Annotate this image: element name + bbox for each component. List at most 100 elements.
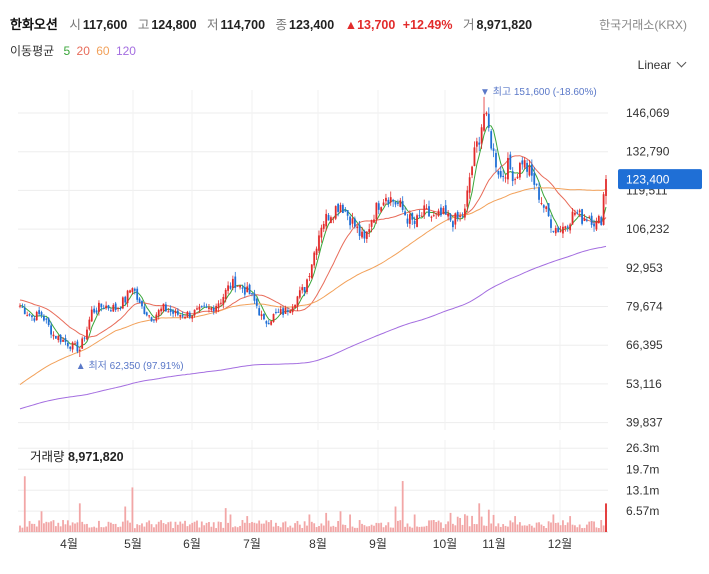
candle-body xyxy=(174,310,177,314)
volume-bar xyxy=(28,521,31,532)
volume-bar xyxy=(521,525,524,532)
volume-bar xyxy=(248,523,251,532)
candle xyxy=(416,213,418,228)
candle-body xyxy=(373,219,375,223)
candle-body xyxy=(284,307,287,314)
volume-bar xyxy=(186,526,189,532)
volume-bar xyxy=(528,524,531,532)
candle xyxy=(19,303,21,309)
candle xyxy=(365,230,368,243)
candle-body xyxy=(557,227,560,233)
candle-body xyxy=(126,290,129,304)
candle-body xyxy=(112,305,115,312)
candle xyxy=(133,287,136,295)
volume-bar xyxy=(585,524,588,532)
candle xyxy=(26,311,29,317)
candle xyxy=(542,204,545,213)
month-tick-label: 8월 xyxy=(309,537,327,551)
volume-bar xyxy=(169,521,172,532)
candle-body xyxy=(38,310,41,315)
candle-body xyxy=(502,175,505,177)
candle xyxy=(507,152,509,185)
candle xyxy=(492,143,495,158)
volume-bar xyxy=(212,522,215,532)
candle-body xyxy=(31,315,33,318)
candle-body xyxy=(107,305,110,309)
volume-bar xyxy=(251,521,253,532)
candle xyxy=(296,295,299,312)
candle-body xyxy=(389,197,392,203)
candle xyxy=(588,215,591,219)
candle-body xyxy=(334,206,337,219)
volume-bar xyxy=(203,525,206,532)
candle xyxy=(270,320,273,326)
candle-body xyxy=(571,211,574,225)
candle-body xyxy=(162,303,165,311)
candle-body xyxy=(332,217,335,219)
candle-body xyxy=(490,131,493,149)
candle xyxy=(538,182,540,204)
candle-body xyxy=(277,311,280,313)
candle xyxy=(258,305,261,316)
candle-body xyxy=(222,296,225,305)
candle xyxy=(224,288,227,303)
candle-body xyxy=(260,314,263,317)
volume-bar xyxy=(313,523,316,532)
candle xyxy=(468,172,471,199)
volume-bar xyxy=(394,506,397,532)
candle xyxy=(420,212,423,217)
candle xyxy=(184,314,186,320)
candle xyxy=(62,337,64,343)
volume-bar xyxy=(272,526,275,532)
candle xyxy=(535,183,538,187)
volume-bar xyxy=(294,523,296,532)
volume-bar xyxy=(428,520,430,532)
candle xyxy=(203,302,206,307)
candle-body xyxy=(298,290,301,298)
candle-body xyxy=(330,217,332,224)
candle-body xyxy=(545,206,548,210)
candle xyxy=(341,203,344,214)
price-tick-label: 106,232 xyxy=(626,222,670,236)
volume-bar xyxy=(315,527,318,532)
candle-body xyxy=(385,197,387,202)
candle-body xyxy=(76,341,79,352)
low-value: 114,700 xyxy=(220,18,266,32)
candle xyxy=(382,199,385,207)
candle-body xyxy=(229,285,232,289)
candle-body xyxy=(69,346,72,349)
candle-body xyxy=(43,315,45,321)
volume-bar xyxy=(165,524,167,532)
price-tick-label: 53,116 xyxy=(626,377,662,391)
candle-body xyxy=(263,313,265,320)
candle xyxy=(236,285,239,287)
candle xyxy=(282,306,285,318)
candle-body xyxy=(399,200,402,207)
volume-bar xyxy=(43,523,45,532)
candle-body xyxy=(430,216,433,218)
scale-dropdown[interactable]: Linear xyxy=(638,57,687,72)
volume-bar xyxy=(119,526,122,532)
volume-bar xyxy=(440,522,442,532)
candle xyxy=(95,307,98,315)
candle-body xyxy=(243,287,246,295)
candle-body xyxy=(478,142,481,145)
candle xyxy=(308,273,311,282)
candle-body xyxy=(215,305,218,312)
candle-body xyxy=(246,286,249,293)
candle xyxy=(59,333,62,345)
candle-body xyxy=(526,162,528,172)
candle xyxy=(325,209,328,232)
candle-body xyxy=(595,220,598,230)
candle-body xyxy=(585,219,588,221)
candle-body xyxy=(105,305,108,309)
candle-body xyxy=(485,112,488,115)
candle-body xyxy=(210,307,213,310)
candle-body xyxy=(523,160,526,168)
candle xyxy=(511,167,514,187)
candle-body xyxy=(26,315,29,317)
volume-bar xyxy=(21,527,24,532)
candle-body xyxy=(265,321,268,324)
volume-bar xyxy=(83,524,86,532)
